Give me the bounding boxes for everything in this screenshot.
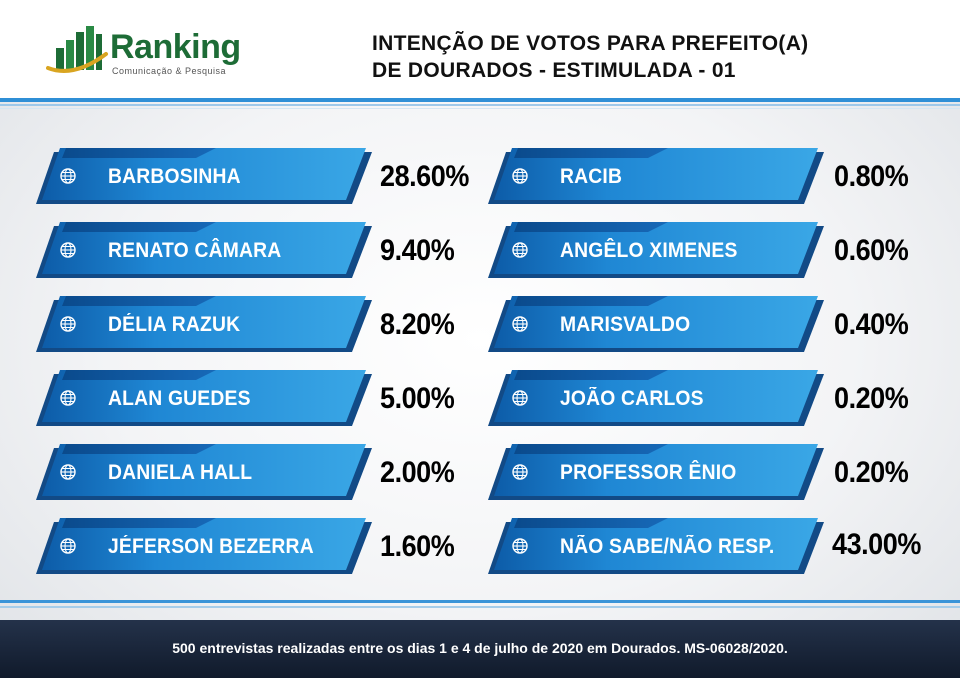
candidate-row: RACIB 0.80%: [488, 148, 928, 206]
candidate-row: DANIELA HALL 2.00%: [36, 444, 476, 502]
candidate-name: ANGÊLO XIMENES: [560, 239, 738, 262]
candidate-row: JÉFERSON BEZERRA 1.60%: [36, 518, 476, 576]
candidate-banner: [36, 222, 372, 278]
candidate-banner: [36, 444, 372, 500]
candidate-name: JOÃO CARLOS: [560, 387, 704, 410]
header-divider: [0, 98, 960, 102]
candidate-row: NÃO SABE/NÃO RESP. 43.00%: [488, 518, 938, 576]
title-line-2: DE DOURADOS - ESTIMULADA - 01: [372, 59, 736, 82]
candidate-row: ANGÊLO XIMENES 0.60%: [488, 222, 928, 280]
globe-icon: [60, 242, 76, 258]
candidate-percent: 0.60%: [834, 234, 909, 267]
candidate-name: ALAN GUEDES: [108, 387, 251, 410]
footer-divider-light: [0, 606, 960, 608]
title-line-1: INTENÇÃO DE VOTOS PARA PREFEITO(A): [372, 32, 809, 55]
globe-icon: [60, 464, 76, 480]
candidate-banner: [488, 296, 824, 352]
candidate-name: BARBOSINHA: [108, 165, 241, 188]
page-title: INTENÇÃO DE VOTOS PARA PREFEITO(A) DE DO…: [372, 30, 808, 84]
candidate-name: PROFESSOR ÊNIO: [560, 461, 737, 484]
candidate-percent: 0.20%: [834, 382, 909, 415]
candidate-name: RACIB: [560, 165, 623, 188]
globe-icon: [512, 242, 528, 258]
candidate-name: RENATO CÂMARA: [108, 239, 282, 262]
candidate-row: MARISVALDO 0.40%: [488, 296, 928, 354]
candidate-banner: [36, 296, 372, 352]
candidate-name: MARISVALDO: [560, 313, 691, 336]
globe-icon: [512, 464, 528, 480]
ranking-logo: Ranking Comunicação & Pesquisa: [46, 24, 246, 80]
logo-name: Ranking: [110, 28, 241, 66]
globe-icon: [512, 168, 528, 184]
candidate-row: RENATO CÂMARA 9.40%: [36, 222, 476, 280]
candidate-percent: 0.20%: [834, 456, 909, 489]
candidate-name: DÉLIA RAZUK: [108, 313, 241, 336]
footer-note: 500 entrevistas realizadas entre os dias…: [172, 640, 788, 656]
candidate-banner: [488, 518, 824, 574]
globe-icon: [60, 316, 76, 332]
globe-icon: [60, 538, 76, 554]
header: [0, 0, 960, 98]
candidate-row: JOÃO CARLOS 0.20%: [488, 370, 928, 428]
candidate-banner: [36, 518, 372, 574]
footer: 500 entrevistas realizadas entre os dias…: [0, 620, 960, 678]
globe-icon: [60, 390, 76, 406]
globe-icon: [60, 168, 76, 184]
footer-divider: [0, 600, 960, 603]
candidate-percent: 2.00%: [380, 456, 455, 489]
candidate-banner: [36, 370, 372, 426]
globe-icon: [512, 390, 528, 406]
candidate-percent: 43.00%: [832, 528, 921, 561]
candidate-percent: 5.00%: [380, 382, 455, 415]
candidate-percent: 0.80%: [834, 160, 909, 193]
candidate-banner: [488, 148, 824, 204]
candidate-name: NÃO SABE/NÃO RESP.: [560, 535, 775, 558]
logo-tagline: Comunicação & Pesquisa: [112, 66, 227, 76]
candidate-banner: [488, 370, 824, 426]
logo-chart-icon: [46, 26, 108, 73]
candidate-name: DANIELA HALL: [108, 461, 253, 484]
candidate-row: BARBOSINHA 28.60%: [36, 148, 476, 206]
candidate-row: ALAN GUEDES 5.00%: [36, 370, 476, 428]
globe-icon: [512, 538, 528, 554]
candidate-percent: 0.40%: [834, 308, 909, 341]
candidate-banner: [488, 222, 824, 278]
candidate-banner: [488, 444, 824, 500]
candidate-banner: [36, 148, 372, 204]
candidate-percent: 9.40%: [380, 234, 455, 267]
candidate-percent: 8.20%: [380, 308, 455, 341]
header-divider-light: [0, 104, 960, 106]
header-divider-faint: [0, 108, 960, 109]
candidate-name: JÉFERSON BEZERRA: [108, 535, 314, 558]
candidate-row: DÉLIA RAZUK 8.20%: [36, 296, 476, 354]
candidate-percent: 1.60%: [380, 530, 455, 563]
globe-icon: [512, 316, 528, 332]
candidate-percent: 28.60%: [380, 160, 469, 193]
candidate-row: PROFESSOR ÊNIO 0.20%: [488, 444, 928, 502]
